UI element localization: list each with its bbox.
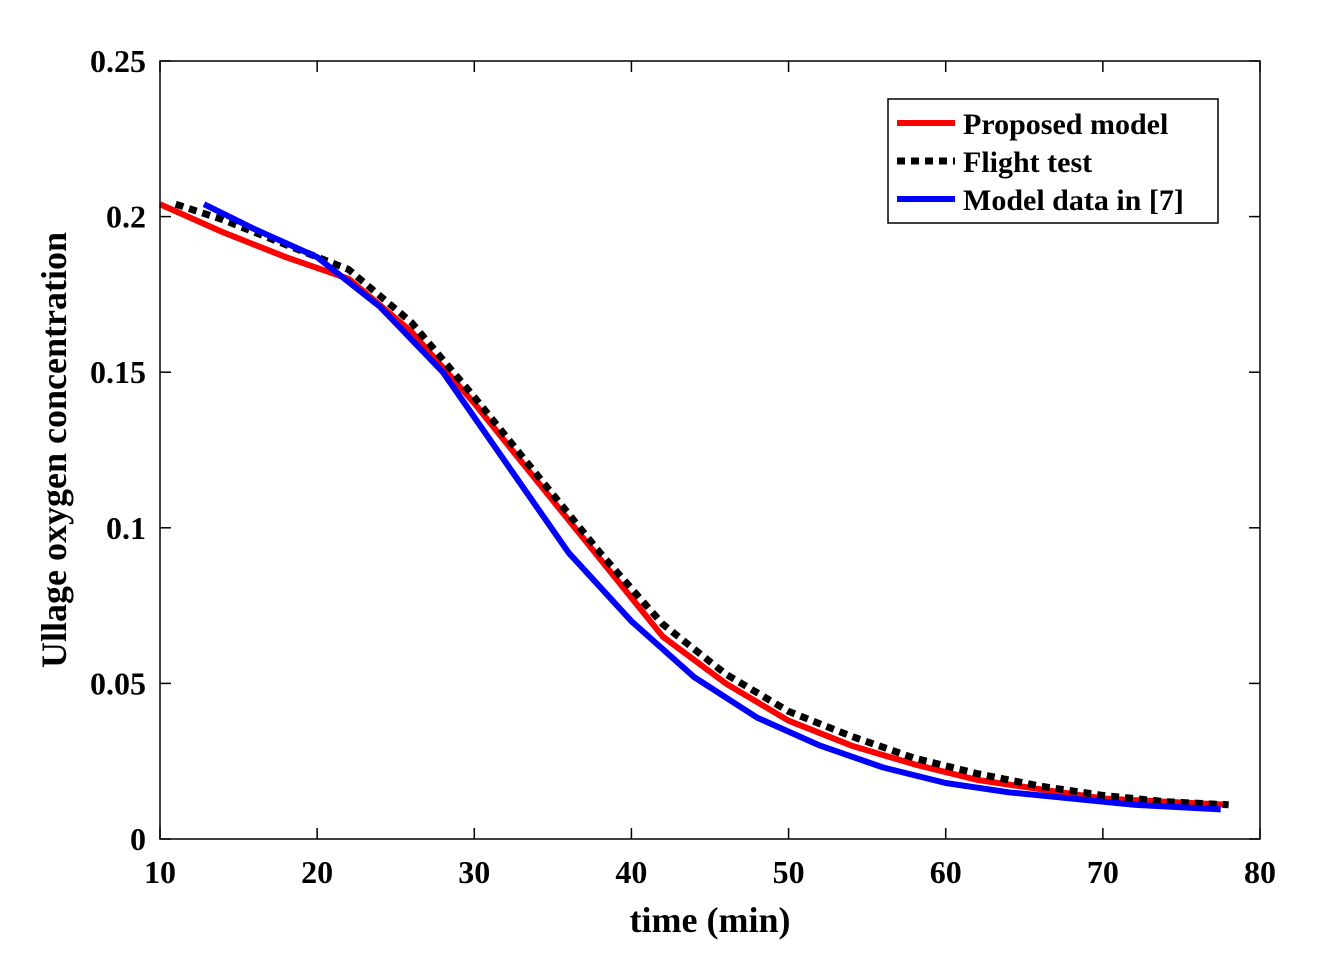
y-axis-title: Ullage oxygen concentration	[34, 232, 74, 668]
series-layer	[158, 200, 1229, 813]
plot-area-frame	[159, 60, 1261, 840]
x-tick-label: 40	[615, 854, 647, 890]
y-tick-label: 0.15	[90, 354, 146, 390]
x-axis-title: time (min)	[630, 900, 791, 940]
x-tick-label: 60	[930, 854, 962, 890]
legend: Proposed model Flight test Model data in…	[887, 98, 1219, 224]
x-tick-label: 50	[773, 854, 805, 890]
y-tick-label: 0.1	[106, 510, 146, 546]
legend-label-model-data-7: Model data in [7]	[963, 184, 1184, 217]
y-tick-label: 0	[130, 821, 146, 857]
x-tick-label: 80	[1244, 854, 1276, 890]
y-tick-label: 0.05	[90, 665, 146, 701]
x-tick-label: 10	[144, 854, 176, 890]
series-line-proposed-model	[158, 201, 1229, 808]
legend-label-proposed-model: Proposed model	[963, 108, 1168, 141]
series-line-model-data-in-7	[202, 201, 1221, 813]
series-line-flight-test	[174, 200, 1229, 809]
x-tick-label: 30	[458, 854, 490, 890]
x-tick-label: 70	[1087, 854, 1119, 890]
x-tick-label: 20	[301, 854, 333, 890]
ticks-layer: 10 20 30 40 50 60 70 80 0 0.05 0.1 0.15 0.2 0.25	[90, 43, 1276, 890]
legend-label-flight-test: Flight test	[963, 146, 1092, 179]
y-tick-label: 0.25	[90, 43, 146, 79]
y-tick-label: 0.2	[106, 199, 146, 235]
